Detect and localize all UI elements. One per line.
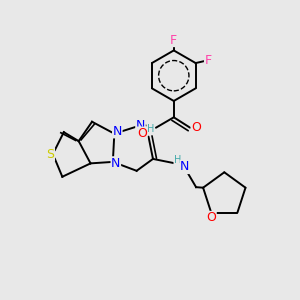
Text: O: O <box>191 121 201 134</box>
Text: N: N <box>112 125 122 138</box>
Text: F: F <box>170 34 177 46</box>
Text: N: N <box>136 119 145 132</box>
Text: S: S <box>46 148 54 161</box>
Text: F: F <box>205 54 212 67</box>
Text: O: O <box>206 212 216 224</box>
Text: H: H <box>174 155 181 165</box>
Text: N: N <box>111 157 121 170</box>
Text: O: O <box>137 127 147 140</box>
Text: H: H <box>147 124 154 134</box>
Text: N: N <box>180 160 190 173</box>
